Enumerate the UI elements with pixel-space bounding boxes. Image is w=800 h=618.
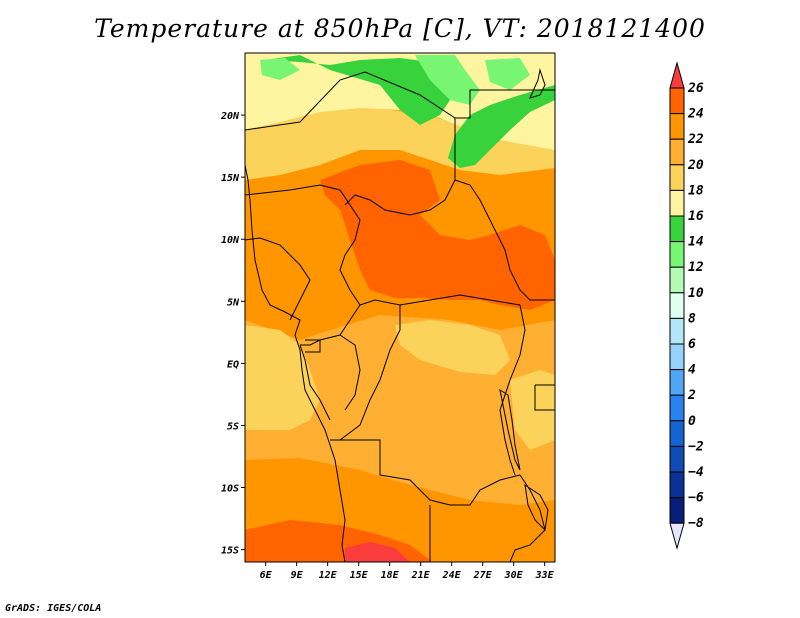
band-16-18-west	[245, 325, 320, 430]
lon-tick-label: 21E	[411, 570, 431, 581]
colorbar-swatch	[669, 292, 685, 319]
band-12-14-north	[245, 53, 555, 168]
colorbar-swatch	[669, 343, 685, 371]
coastlines	[245, 68, 549, 562]
latitude-axis: 20N 15N 10N 5N EQ 5S 10S 15S	[220, 111, 245, 557]
colorbar-label: 14	[688, 235, 704, 250]
lon-tick-label: 15E	[350, 570, 369, 581]
colorbar-label: 0	[688, 414, 696, 429]
colorbar-swatch	[669, 164, 685, 191]
lat-tick-label: 5N	[227, 297, 240, 308]
lat-tick-label: 15N	[221, 173, 240, 184]
colorbar-label: 22	[687, 132, 704, 147]
colorbar-swatch	[669, 420, 685, 447]
colorbar-swatch	[669, 317, 685, 345]
colorbar-label: 24	[687, 107, 704, 122]
colorbar-label: 8	[688, 311, 696, 326]
colorbar-label: 26	[687, 81, 704, 96]
credit-text: GrADS: IGES/COLA	[5, 603, 102, 614]
map-frame	[244, 52, 556, 563]
lon-tick-label: 9E	[291, 570, 304, 581]
band-16-18-east-patch	[510, 370, 555, 450]
colorbar-swatch	[669, 266, 685, 294]
lat-tick-label: 5S	[227, 421, 239, 432]
colorbar-label: 6	[688, 337, 696, 352]
colorbar-label: 12	[688, 260, 704, 275]
colorbar-label: 10	[688, 286, 704, 301]
colorbar-label: 2	[687, 388, 696, 403]
colorbar-swatch	[669, 369, 685, 396]
colorbar-swatch	[669, 189, 685, 217]
colorbar-swatch	[669, 497, 685, 524]
colorbar-label: −6	[688, 491, 704, 506]
lon-tick-label: 27E	[473, 570, 493, 581]
lon-tick-label: 18E	[381, 570, 400, 581]
lon-tick-label: 30E	[504, 570, 524, 581]
longitude-axis: 6E 9E 12E 15E 18E 21E 24E 27E 30E 33E	[260, 562, 555, 581]
colorbar-label: −8	[688, 516, 704, 531]
colorbar-swatch	[669, 445, 685, 473]
colorbar-swatch	[669, 138, 685, 166]
lon-tick-label: 12E	[319, 570, 338, 581]
chart-title: Temperature at 850hPa [C], VT: 201812140…	[94, 14, 706, 43]
band-10-12-north	[260, 55, 530, 105]
colorbar-swatch	[669, 215, 685, 243]
colorbar-label: 20	[687, 158, 704, 173]
colorbar-label: 16	[688, 209, 704, 224]
lat-tick-label: 10N	[221, 235, 240, 246]
colorbar-swatch	[669, 394, 685, 422]
band-16-18-congo-patch	[395, 320, 510, 375]
band-24-26-south	[345, 542, 410, 562]
colorbar-label: 18	[688, 183, 704, 198]
colorbar-top-arrow	[669, 61, 685, 89]
colorbar-bottom-arrow	[669, 522, 685, 551]
colorbar-label: 4	[688, 363, 696, 378]
colorbar-swatch	[669, 113, 685, 140]
lat-tick-label: EQ	[227, 359, 239, 370]
political-borders	[245, 71, 555, 562]
colorbar-swatch	[669, 241, 685, 268]
lon-tick-label: 24E	[442, 570, 462, 581]
lat-tick-label: 20N	[220, 111, 240, 122]
band-22-24-core	[320, 160, 555, 310]
lat-tick-label: 15S	[221, 546, 239, 557]
colorbar-swatch	[669, 471, 685, 499]
lon-tick-label: 6E	[260, 570, 273, 581]
colorbar-label: −4	[688, 465, 704, 480]
lat-tick-label: 10S	[221, 484, 239, 495]
lon-tick-label: 33E	[535, 570, 555, 581]
colorbar-label: −2	[688, 439, 704, 454]
colorbar-swatch	[669, 87, 685, 115]
